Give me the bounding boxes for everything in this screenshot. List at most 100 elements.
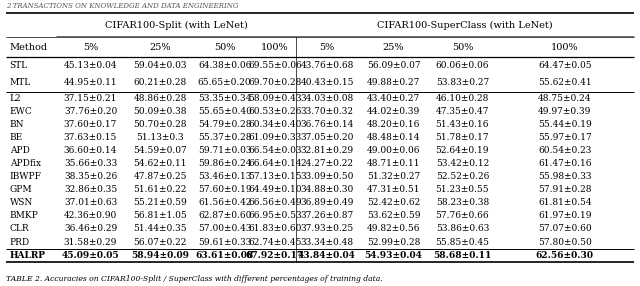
Text: 61.97±0.19: 61.97±0.19 [538, 211, 591, 221]
Text: 36.76±0.14: 36.76±0.14 [300, 120, 354, 129]
Text: 32.81±0.29: 32.81±0.29 [300, 146, 354, 155]
Text: 35.66±0.33: 35.66±0.33 [64, 159, 117, 168]
Text: 50%: 50% [214, 43, 236, 52]
Text: 62.56±0.30: 62.56±0.30 [536, 251, 594, 260]
Text: 54.62±0.11: 54.62±0.11 [133, 159, 187, 168]
Text: 50.09±0.38: 50.09±0.38 [133, 107, 187, 116]
Text: 37.01±0.63: 37.01±0.63 [64, 198, 117, 207]
Text: MTL: MTL [10, 78, 31, 88]
Text: 60.21±0.28: 60.21±0.28 [133, 78, 187, 88]
Text: TABLE 2. Accuracies on CIFAR100-Split / SuperClass with different percentages of: TABLE 2. Accuracies on CIFAR100-Split / … [6, 275, 383, 283]
Text: EWC: EWC [10, 107, 33, 116]
Text: 34.03±0.08: 34.03±0.08 [300, 94, 354, 103]
Text: 43.76±0.68: 43.76±0.68 [300, 61, 354, 70]
Text: 37.26±0.87: 37.26±0.87 [300, 211, 354, 221]
Text: 58.94±0.09: 58.94±0.09 [131, 251, 189, 260]
Text: 51.23±0.55: 51.23±0.55 [436, 185, 489, 194]
Text: 48.48±0.14: 48.48±0.14 [367, 133, 420, 142]
Text: 60.53±0.26: 60.53±0.26 [248, 107, 301, 116]
Text: 59.04±0.03: 59.04±0.03 [133, 61, 187, 70]
Text: 48.86±0.28: 48.86±0.28 [133, 94, 187, 103]
Text: 44.95±0.11: 44.95±0.11 [64, 78, 117, 88]
Text: 37.60±0.17: 37.60±0.17 [64, 120, 117, 129]
Text: CLR: CLR [10, 225, 29, 233]
Text: 64.47±0.05: 64.47±0.05 [538, 61, 591, 70]
Text: 43.40±0.27: 43.40±0.27 [367, 94, 420, 103]
Text: 44.02±0.39: 44.02±0.39 [367, 107, 420, 116]
Text: 33.34±0.48: 33.34±0.48 [300, 238, 354, 247]
Text: 43.84±0.04: 43.84±0.04 [298, 251, 356, 260]
Text: 55.21±0.59: 55.21±0.59 [133, 198, 187, 207]
Text: 47.87±0.25: 47.87±0.25 [133, 172, 187, 181]
Text: 54.79±0.28: 54.79±0.28 [198, 120, 252, 129]
Text: 52.42±0.62: 52.42±0.62 [367, 198, 420, 207]
Text: 50%: 50% [452, 43, 473, 52]
Text: CIFAR100-Split (with LeNet): CIFAR100-Split (with LeNet) [104, 21, 248, 29]
Text: 38.35±0.26: 38.35±0.26 [64, 172, 117, 181]
Text: BN: BN [10, 120, 24, 129]
Text: Method: Method [10, 43, 48, 52]
Text: 59.71±0.03: 59.71±0.03 [198, 146, 252, 155]
Text: 51.61±0.22: 51.61±0.22 [133, 185, 187, 194]
Text: APD: APD [10, 146, 29, 155]
Text: 40.43±0.15: 40.43±0.15 [300, 78, 354, 88]
Text: HALRP: HALRP [10, 251, 45, 260]
Text: WSN: WSN [10, 198, 33, 207]
Text: 54.93±0.04: 54.93±0.04 [365, 251, 422, 260]
Text: 32.86±0.35: 32.86±0.35 [64, 185, 117, 194]
Text: BE: BE [10, 133, 23, 142]
Text: 55.62±0.41: 55.62±0.41 [538, 78, 591, 88]
Text: 37.93±0.25: 37.93±0.25 [300, 225, 354, 233]
Text: 57.60±0.19: 57.60±0.19 [198, 185, 252, 194]
Text: 66.56±0.49: 66.56±0.49 [248, 198, 301, 207]
Text: 24.27±0.22: 24.27±0.22 [301, 159, 353, 168]
Text: 52.99±0.28: 52.99±0.28 [367, 238, 420, 247]
Text: 51.43±0.16: 51.43±0.16 [436, 120, 489, 129]
Text: 55.85±0.45: 55.85±0.45 [435, 238, 490, 247]
Text: APDfix: APDfix [10, 159, 41, 168]
Text: 67.92±0.17: 67.92±0.17 [246, 251, 304, 260]
Text: 60.34±0.40: 60.34±0.40 [248, 120, 301, 129]
Text: GPM: GPM [10, 185, 32, 194]
Text: IBWPF: IBWPF [10, 172, 42, 181]
Text: 61.83±0.60: 61.83±0.60 [248, 225, 301, 233]
Text: 58.68±0.11: 58.68±0.11 [433, 251, 492, 260]
Text: 100%: 100% [551, 43, 579, 52]
Text: 58.09±0.43: 58.09±0.43 [248, 94, 301, 103]
Text: 61.47±0.16: 61.47±0.16 [538, 159, 591, 168]
Text: 51.44±0.35: 51.44±0.35 [133, 225, 187, 233]
Text: 2 TRANSACTIONS ON KNOWLEDGE AND DATA ENGINEERING: 2 TRANSACTIONS ON KNOWLEDGE AND DATA ENG… [6, 2, 239, 10]
Text: 36.46±0.29: 36.46±0.29 [64, 225, 117, 233]
Text: 54.59±0.07: 54.59±0.07 [133, 146, 187, 155]
Text: 61.09±0.33: 61.09±0.33 [248, 133, 301, 142]
Text: STL: STL [10, 61, 28, 70]
Text: 55.44±0.19: 55.44±0.19 [538, 120, 591, 129]
Text: 47.35±0.47: 47.35±0.47 [436, 107, 489, 116]
Text: 55.65±0.40: 55.65±0.40 [198, 107, 252, 116]
Text: 57.13±0.15: 57.13±0.15 [248, 172, 301, 181]
Text: 34.88±0.30: 34.88±0.30 [300, 185, 354, 194]
Text: 66.95±0.53: 66.95±0.53 [248, 211, 301, 221]
Text: 48.71±0.11: 48.71±0.11 [367, 159, 420, 168]
Text: 62.74±0.45: 62.74±0.45 [248, 238, 301, 247]
Text: 49.82±0.56: 49.82±0.56 [367, 225, 420, 233]
Text: L2: L2 [10, 94, 21, 103]
Text: 57.76±0.66: 57.76±0.66 [436, 211, 489, 221]
Text: 59.86±0.24: 59.86±0.24 [198, 159, 252, 168]
Text: 63.61±0.08: 63.61±0.08 [195, 251, 254, 260]
Text: CIFAR100-SuperClass (with LeNet): CIFAR100-SuperClass (with LeNet) [377, 21, 552, 29]
Text: 55.37±0.28: 55.37±0.28 [198, 133, 252, 142]
Text: 49.00±0.06: 49.00±0.06 [367, 146, 420, 155]
Text: 56.81±1.05: 56.81±1.05 [133, 211, 187, 221]
Text: 60.54±0.23: 60.54±0.23 [538, 146, 591, 155]
Text: 53.62±0.59: 53.62±0.59 [367, 211, 420, 221]
Text: 51.13±0.3: 51.13±0.3 [136, 133, 184, 142]
Text: 61.81±0.54: 61.81±0.54 [538, 198, 591, 207]
Text: 57.91±0.28: 57.91±0.28 [538, 185, 591, 194]
Text: 56.07±0.22: 56.07±0.22 [133, 238, 187, 247]
Text: 62.87±0.60: 62.87±0.60 [198, 211, 252, 221]
Text: 57.00±0.43: 57.00±0.43 [198, 225, 252, 233]
Text: 53.86±0.63: 53.86±0.63 [436, 225, 489, 233]
Text: 37.76±0.20: 37.76±0.20 [64, 107, 117, 116]
Text: 25%: 25% [383, 43, 404, 52]
